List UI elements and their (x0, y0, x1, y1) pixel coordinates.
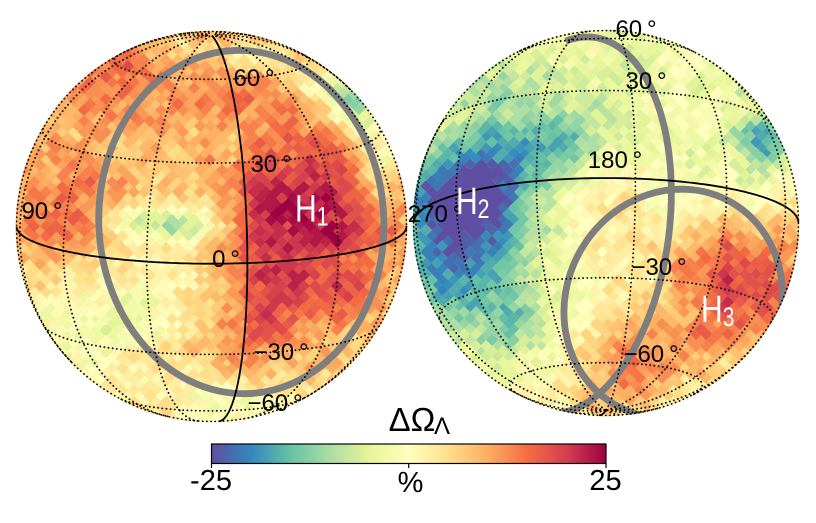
svg-text:270 °: 270 ° (408, 201, 462, 228)
svg-text:25: 25 (589, 465, 621, 497)
svg-text:0 °: 0 ° (212, 246, 240, 273)
svg-text:30 °: 30 ° (250, 151, 291, 178)
svg-text:−30 °: −30 ° (631, 254, 686, 281)
svg-text:60 °: 60 ° (233, 65, 274, 92)
svg-text:180 °: 180 ° (588, 147, 642, 174)
svg-text:90 °: 90 ° (21, 198, 62, 225)
svg-text:ΔΩ: ΔΩ (389, 401, 436, 438)
svg-text:30 °: 30 ° (625, 68, 666, 95)
svg-text:60 °: 60 ° (615, 16, 656, 43)
svg-text:−60 °: −60 ° (247, 390, 302, 417)
svg-text:Λ: Λ (434, 413, 450, 440)
svg-text:%: % (398, 467, 424, 499)
svg-text:−60 °: −60 ° (623, 341, 678, 368)
svg-text:−30 °: −30 ° (253, 339, 308, 366)
svg-text:-25: -25 (190, 465, 232, 497)
